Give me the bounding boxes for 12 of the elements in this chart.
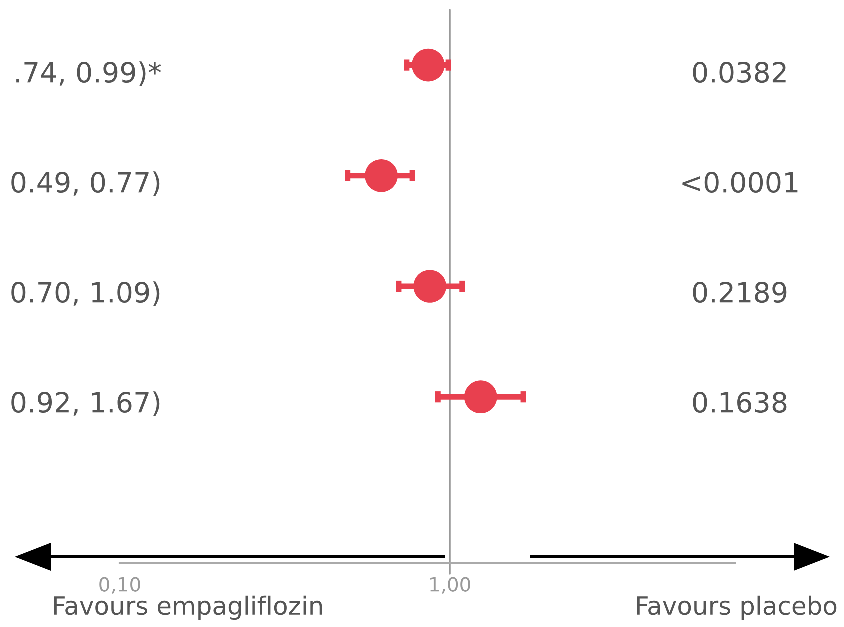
annotation: 0.2189 (693, 282, 787, 304)
annotation: 0.92, 1.67) (12, 392, 160, 416)
annotation: 0.49, 0.77) (12, 172, 160, 196)
annotation: 0.1638 (693, 392, 787, 414)
x-tick-label: 1,00 (430, 577, 470, 594)
text: Favours empagliflozin (54, 596, 322, 620)
annotation: .74, 0.99)* (16, 62, 162, 86)
text: Favours placebo (637, 596, 837, 620)
annotation: 0.70, 1.09) (12, 282, 160, 306)
annotation: <0.0001 (682, 172, 798, 194)
x-tick-label: 0,10 (100, 577, 140, 594)
annotation: 0.0382 (693, 62, 786, 84)
